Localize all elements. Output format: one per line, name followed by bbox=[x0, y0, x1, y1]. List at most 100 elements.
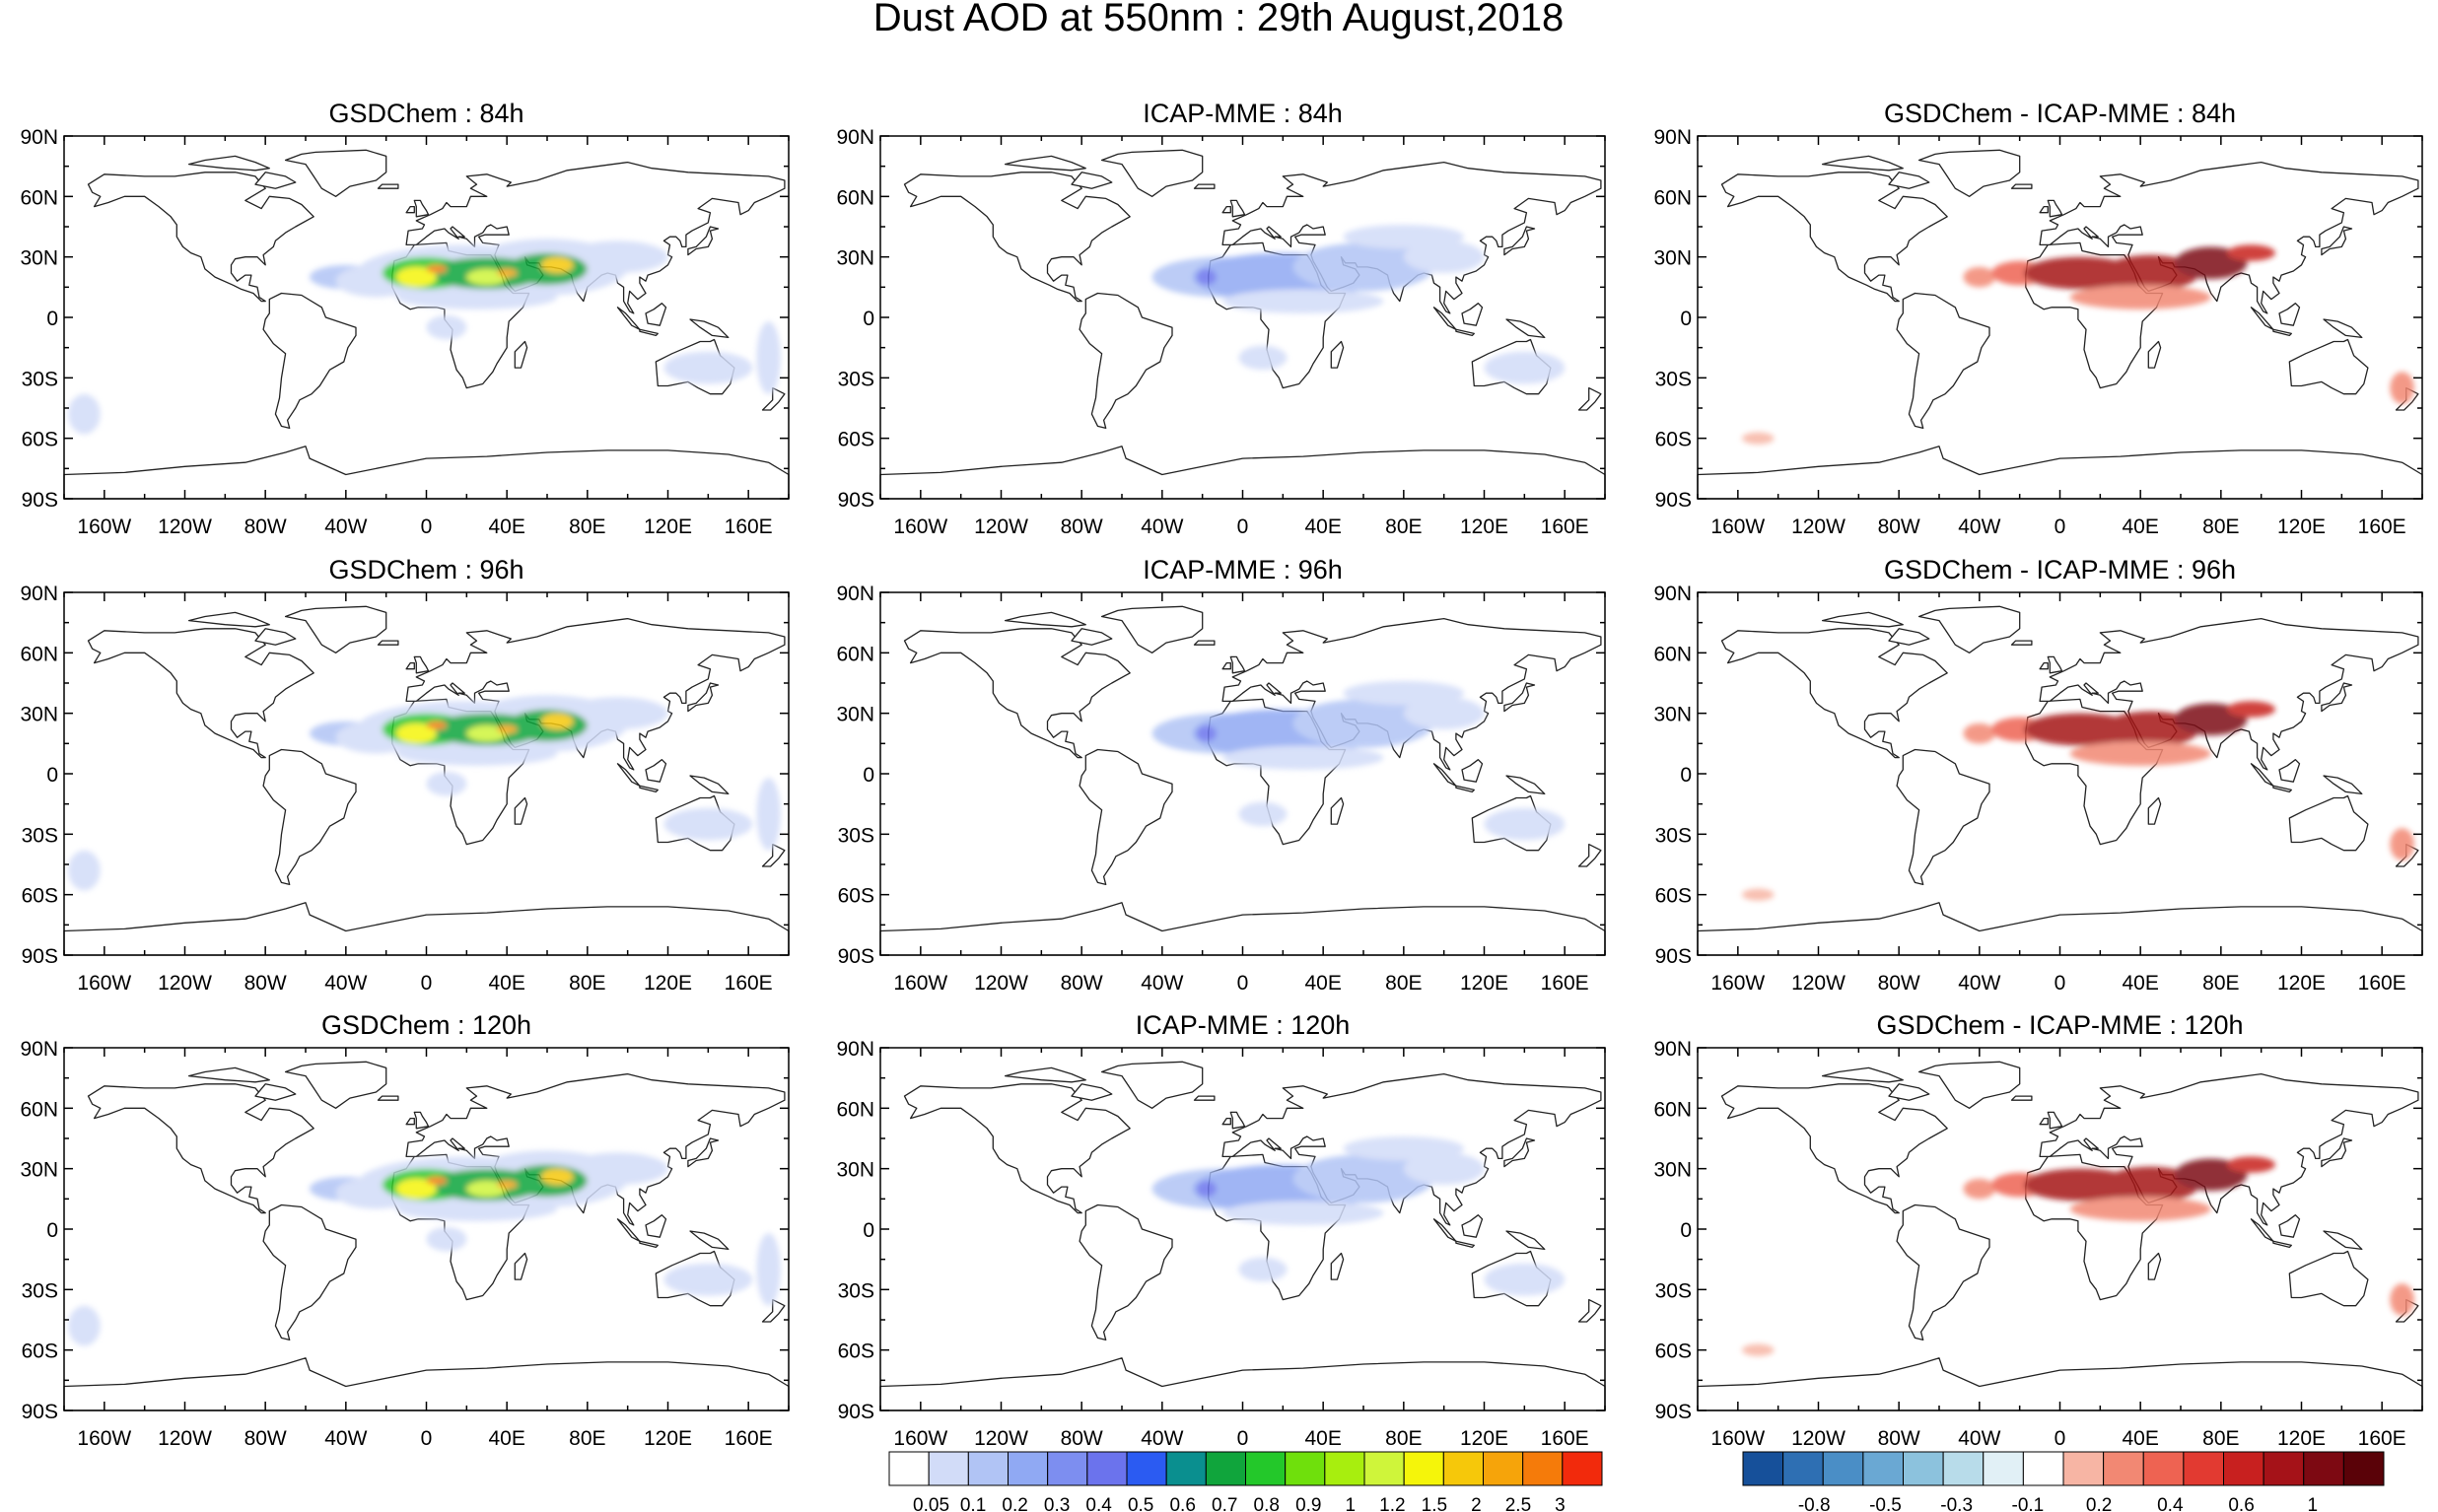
x-tick-label: 120W bbox=[1791, 515, 1846, 538]
landmass bbox=[1221, 1117, 1231, 1126]
colorbar-label: 1.2 bbox=[1379, 1495, 1405, 1512]
landmass bbox=[2010, 640, 2033, 646]
y-tick-label: 60N bbox=[1653, 186, 1692, 209]
dust-region bbox=[756, 778, 781, 851]
landmass bbox=[2272, 785, 2292, 793]
dust-region bbox=[2226, 244, 2275, 261]
landmass bbox=[1821, 155, 1904, 172]
landmass bbox=[2288, 338, 2369, 395]
colorbar-swatch bbox=[2142, 1451, 2185, 1486]
colorbar-label: -0.5 bbox=[1869, 1495, 1902, 1512]
x-tick-label: 40W bbox=[324, 515, 367, 538]
landmass bbox=[1888, 628, 1930, 646]
x-tick-label: 80E bbox=[2202, 1427, 2239, 1450]
landmass bbox=[1071, 628, 1113, 646]
landmass bbox=[1503, 682, 1536, 713]
landmass bbox=[1004, 1066, 1086, 1083]
x-tick-label: 0 bbox=[2055, 515, 2066, 538]
landmass bbox=[413, 1111, 430, 1130]
x-tick-label: 40W bbox=[1958, 515, 2000, 538]
y-tick-label: 90S bbox=[1655, 945, 1692, 968]
y-tick-label: 30S bbox=[22, 1279, 58, 1302]
colorbar-swatch bbox=[2103, 1451, 2144, 1486]
landmass bbox=[1720, 172, 1948, 303]
dust-region bbox=[466, 1180, 508, 1198]
x-tick-label: 120E bbox=[2277, 515, 2326, 538]
x-tick-label: 40E bbox=[1304, 515, 1341, 538]
dust-field bbox=[1151, 1135, 1566, 1296]
y-tick-label: 90S bbox=[1655, 489, 1692, 512]
dust-region bbox=[496, 1180, 518, 1190]
y-tick-label: 0 bbox=[1680, 1219, 1692, 1242]
colorbar-swatch bbox=[1782, 1451, 1824, 1486]
x-tick-label: 160W bbox=[893, 515, 947, 538]
y-tick-label: 30S bbox=[838, 824, 874, 847]
x-tick-label: 40W bbox=[324, 972, 367, 995]
landmass bbox=[262, 292, 357, 430]
x-tick-label: 160E bbox=[1541, 515, 1589, 538]
map-panel: ICAP-MME : 84h 90N 60N 30N 0 30S 60S 90S 160W 120… bbox=[836, 99, 1606, 538]
landmass bbox=[1821, 1066, 1904, 1083]
dust-region bbox=[426, 771, 467, 796]
landmass bbox=[1229, 199, 1246, 218]
map-panel: GSDChem - ICAP-MME : 96h 90N 60N 30N 0 30S 60S… bbox=[1653, 555, 2423, 995]
landmass bbox=[1461, 303, 1484, 326]
landmass bbox=[1330, 796, 1345, 825]
x-tick-label: 160W bbox=[77, 515, 131, 538]
landmass bbox=[2039, 1072, 2419, 1226]
landmass bbox=[2039, 661, 2049, 670]
y-tick-label: 90N bbox=[1653, 583, 1692, 605]
landmass bbox=[405, 617, 786, 771]
dust-region bbox=[426, 1176, 447, 1186]
colorbar-swatch bbox=[1205, 1451, 1247, 1486]
y-tick-label: 90S bbox=[838, 945, 874, 968]
y-tick-label: 0 bbox=[46, 764, 58, 787]
landmass bbox=[2278, 759, 2301, 783]
x-tick-label: 40W bbox=[1141, 972, 1183, 995]
landmass bbox=[187, 611, 270, 628]
landmass bbox=[2039, 1117, 2049, 1126]
colorbar-swatch bbox=[1442, 1451, 1485, 1486]
x-tick-label: 80W bbox=[1878, 515, 1920, 538]
y-tick-label: 30N bbox=[836, 704, 874, 726]
landmass bbox=[903, 172, 1131, 303]
x-tick-label: 160W bbox=[1710, 972, 1765, 995]
landmass bbox=[2288, 1250, 2369, 1307]
y-tick-label: 60S bbox=[22, 1340, 58, 1363]
landmass bbox=[903, 1083, 1131, 1214]
landmass bbox=[2321, 1137, 2353, 1168]
dust-region bbox=[1484, 807, 1566, 841]
dust-region bbox=[2226, 701, 2275, 718]
landmass bbox=[689, 318, 730, 339]
landmass bbox=[1079, 292, 1173, 430]
x-tick-label: 160W bbox=[893, 972, 947, 995]
landmass bbox=[687, 226, 720, 256]
y-tick-label: 60N bbox=[1653, 1098, 1692, 1121]
landmass bbox=[687, 1137, 720, 1168]
x-tick-label: 80E bbox=[569, 1427, 605, 1450]
y-tick-label: 90N bbox=[1653, 1038, 1692, 1061]
x-tick-label: 40W bbox=[1141, 515, 1183, 538]
coastlines bbox=[63, 1061, 790, 1411]
dust-region bbox=[756, 321, 781, 394]
landmass bbox=[405, 161, 786, 314]
colorbar-label: 0.05 bbox=[913, 1495, 949, 1512]
x-tick-label: 120W bbox=[158, 972, 212, 995]
landmass bbox=[1100, 149, 1204, 197]
dust-region bbox=[496, 268, 518, 278]
colorbar-label: 0.7 bbox=[1212, 1495, 1237, 1512]
landmass bbox=[2321, 226, 2353, 256]
landmass bbox=[2039, 617, 2419, 771]
dust-region bbox=[567, 1152, 668, 1186]
x-tick-label: 80W bbox=[244, 1427, 287, 1450]
dust-region bbox=[68, 393, 101, 435]
dust-region bbox=[663, 807, 753, 841]
x-tick-label: 120E bbox=[1460, 972, 1508, 995]
colorbar-label: 0.3 bbox=[1044, 1495, 1070, 1512]
dust-region bbox=[426, 264, 447, 274]
y-tick-label: 90S bbox=[22, 945, 58, 968]
landmass bbox=[1193, 183, 1216, 189]
dust-region bbox=[663, 1263, 753, 1296]
dust-region bbox=[1238, 1257, 1288, 1282]
landmass bbox=[1004, 155, 1086, 172]
